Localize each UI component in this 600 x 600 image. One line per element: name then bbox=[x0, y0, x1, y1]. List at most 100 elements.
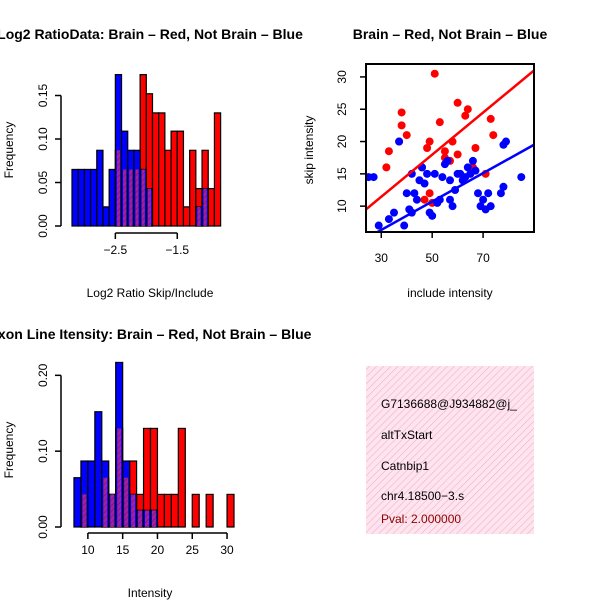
brain-point bbox=[397, 121, 406, 130]
ratio-brain-bar bbox=[189, 149, 197, 227]
notbrain-point bbox=[384, 215, 393, 224]
brain-point bbox=[430, 69, 439, 78]
intensity-histogram-bars bbox=[73, 361, 235, 528]
scatter-ylabel: skip intensity bbox=[302, 116, 316, 185]
y-tick-label: 0.05 bbox=[36, 170, 50, 194]
ratio-overlap-bar bbox=[135, 169, 139, 226]
notbrain-point bbox=[395, 137, 404, 146]
notbrain-point bbox=[446, 176, 454, 185]
info-probe-id: G7136688@J934882@j_ bbox=[381, 397, 517, 411]
brain-point bbox=[471, 144, 480, 152]
notbrain-point bbox=[410, 189, 419, 198]
brain-point bbox=[423, 144, 432, 152]
y-tick-label: 0.15 bbox=[36, 83, 50, 107]
notbrain-point bbox=[496, 189, 505, 198]
ratio-notbrain-bar bbox=[102, 206, 110, 227]
ratio-overlap-bar bbox=[116, 150, 121, 226]
ratio-overlap-bar bbox=[197, 206, 201, 226]
intensity-brain-bar bbox=[177, 427, 186, 528]
notbrain-point bbox=[474, 189, 482, 198]
intensity-scatter: Brain – Red, Not Brain – Blue 30 50 70 10 15… bbox=[302, 26, 547, 300]
info-event-type: altTxStart bbox=[381, 428, 433, 442]
y-tick-label: 0.10 bbox=[36, 439, 50, 463]
scatter-xlabel: include intensity bbox=[407, 286, 492, 300]
brain-point bbox=[489, 131, 498, 140]
ratio-overlap-bar bbox=[147, 188, 151, 226]
notbrain-point bbox=[468, 156, 477, 165]
ratio-brain-bar bbox=[176, 130, 185, 227]
intensity-histogram: Exon Line Itensity: Brain – Red, Not Bra… bbox=[0, 326, 312, 600]
ratio-histogram-ylabel: Frequency bbox=[2, 122, 16, 179]
brain-point bbox=[384, 147, 393, 156]
ratio-brain-bar bbox=[207, 187, 216, 227]
intensity-overlap-bar bbox=[138, 510, 143, 527]
intensity-notbrain-bar bbox=[87, 460, 96, 528]
notbrain-fit-line bbox=[375, 143, 534, 232]
x-tick-label: 15 bbox=[116, 543, 130, 557]
ratio-overlap-bar bbox=[203, 188, 207, 226]
brain-point bbox=[402, 131, 411, 140]
brain-point bbox=[435, 118, 444, 127]
notbrain-point bbox=[423, 169, 432, 178]
notbrain-point bbox=[369, 173, 378, 182]
notbrain-point bbox=[428, 211, 437, 220]
ratio-overlap-bar bbox=[123, 169, 127, 226]
notbrain-point bbox=[448, 202, 457, 211]
intensity-brain-bar bbox=[170, 493, 179, 528]
brain-point bbox=[397, 108, 406, 117]
notbrain-point bbox=[502, 137, 510, 146]
info-box-hatch bbox=[366, 366, 534, 534]
intensity-overlap-bar bbox=[82, 494, 87, 527]
scatter-frame bbox=[365, 63, 535, 233]
notbrain-point bbox=[443, 156, 452, 165]
notbrain-point bbox=[438, 173, 447, 182]
ratio-notbrain-bar bbox=[71, 168, 79, 227]
intensity-brain-bar bbox=[226, 493, 235, 528]
ratio-histogram-bars bbox=[71, 74, 222, 227]
intensity-overlap-bar bbox=[124, 477, 129, 527]
notbrain-point bbox=[390, 208, 398, 217]
brain-point bbox=[486, 114, 495, 123]
x-tick-label: −2.5 bbox=[103, 243, 127, 257]
scatter-axes: 30 50 70 10 15 20 25 30 bbox=[335, 70, 490, 265]
ratio-notbrain-bar bbox=[96, 149, 104, 227]
x-tick-label: 20 bbox=[151, 543, 165, 557]
intensity-overlap-bar bbox=[117, 428, 122, 527]
ratio-histogram-axes: 0.00 0.05 0.10 0.15 −2.5 −1.5 bbox=[36, 83, 189, 257]
scatter-y-tick-label: 15 bbox=[335, 167, 349, 181]
brain-point bbox=[425, 137, 434, 146]
x-tick-label: 25 bbox=[186, 543, 200, 557]
notbrain-point bbox=[400, 221, 409, 230]
info-pval: Pval: 2.000000 bbox=[381, 512, 461, 526]
intensity-histogram-title: Exon Line Itensity: Brain – Red, Not Bra… bbox=[0, 326, 312, 342]
ratio-notbrain-bar bbox=[89, 168, 98, 227]
ratio-overlap-bar bbox=[141, 169, 145, 226]
intensity-notbrain-bar bbox=[73, 477, 82, 528]
ratio-brain-bar bbox=[182, 206, 191, 227]
brain-fit-line bbox=[366, 69, 534, 211]
notbrain-point bbox=[412, 195, 421, 204]
intensity-overlap-bar bbox=[145, 510, 149, 527]
notbrain-point bbox=[471, 166, 480, 175]
scatter-y-tick-label: 20 bbox=[335, 135, 349, 149]
notbrain-point bbox=[479, 195, 488, 204]
scatter-y-tick-label: 30 bbox=[335, 70, 349, 84]
info-gene-name: Catnbip1 bbox=[381, 459, 429, 473]
brain-point bbox=[453, 98, 462, 107]
y-tick-label: 0.00 bbox=[36, 515, 50, 539]
ratio-brain-bar bbox=[213, 112, 222, 227]
notbrain-point bbox=[402, 189, 411, 198]
y-tick-label: 0.20 bbox=[36, 363, 50, 387]
intensity-brain-bar bbox=[191, 493, 200, 528]
notbrain-point bbox=[420, 179, 429, 188]
intensity-histogram-ylabel: Frequency bbox=[2, 422, 16, 479]
scatter-plot-area bbox=[366, 69, 534, 232]
intensity-histogram-axes: 0.00 0.10 0.20 10 15 20 25 30 bbox=[36, 363, 234, 557]
info-locus: chr4.18500−3.s bbox=[381, 489, 464, 503]
ratio-histogram-xlabel: Log2 Ratio Skip/Include bbox=[87, 286, 214, 300]
x-tick-label: −1.5 bbox=[165, 243, 189, 257]
ratio-brain-bar bbox=[151, 112, 160, 227]
intensity-brain-bar bbox=[156, 493, 166, 528]
intensity-overlap-bar bbox=[152, 510, 156, 527]
